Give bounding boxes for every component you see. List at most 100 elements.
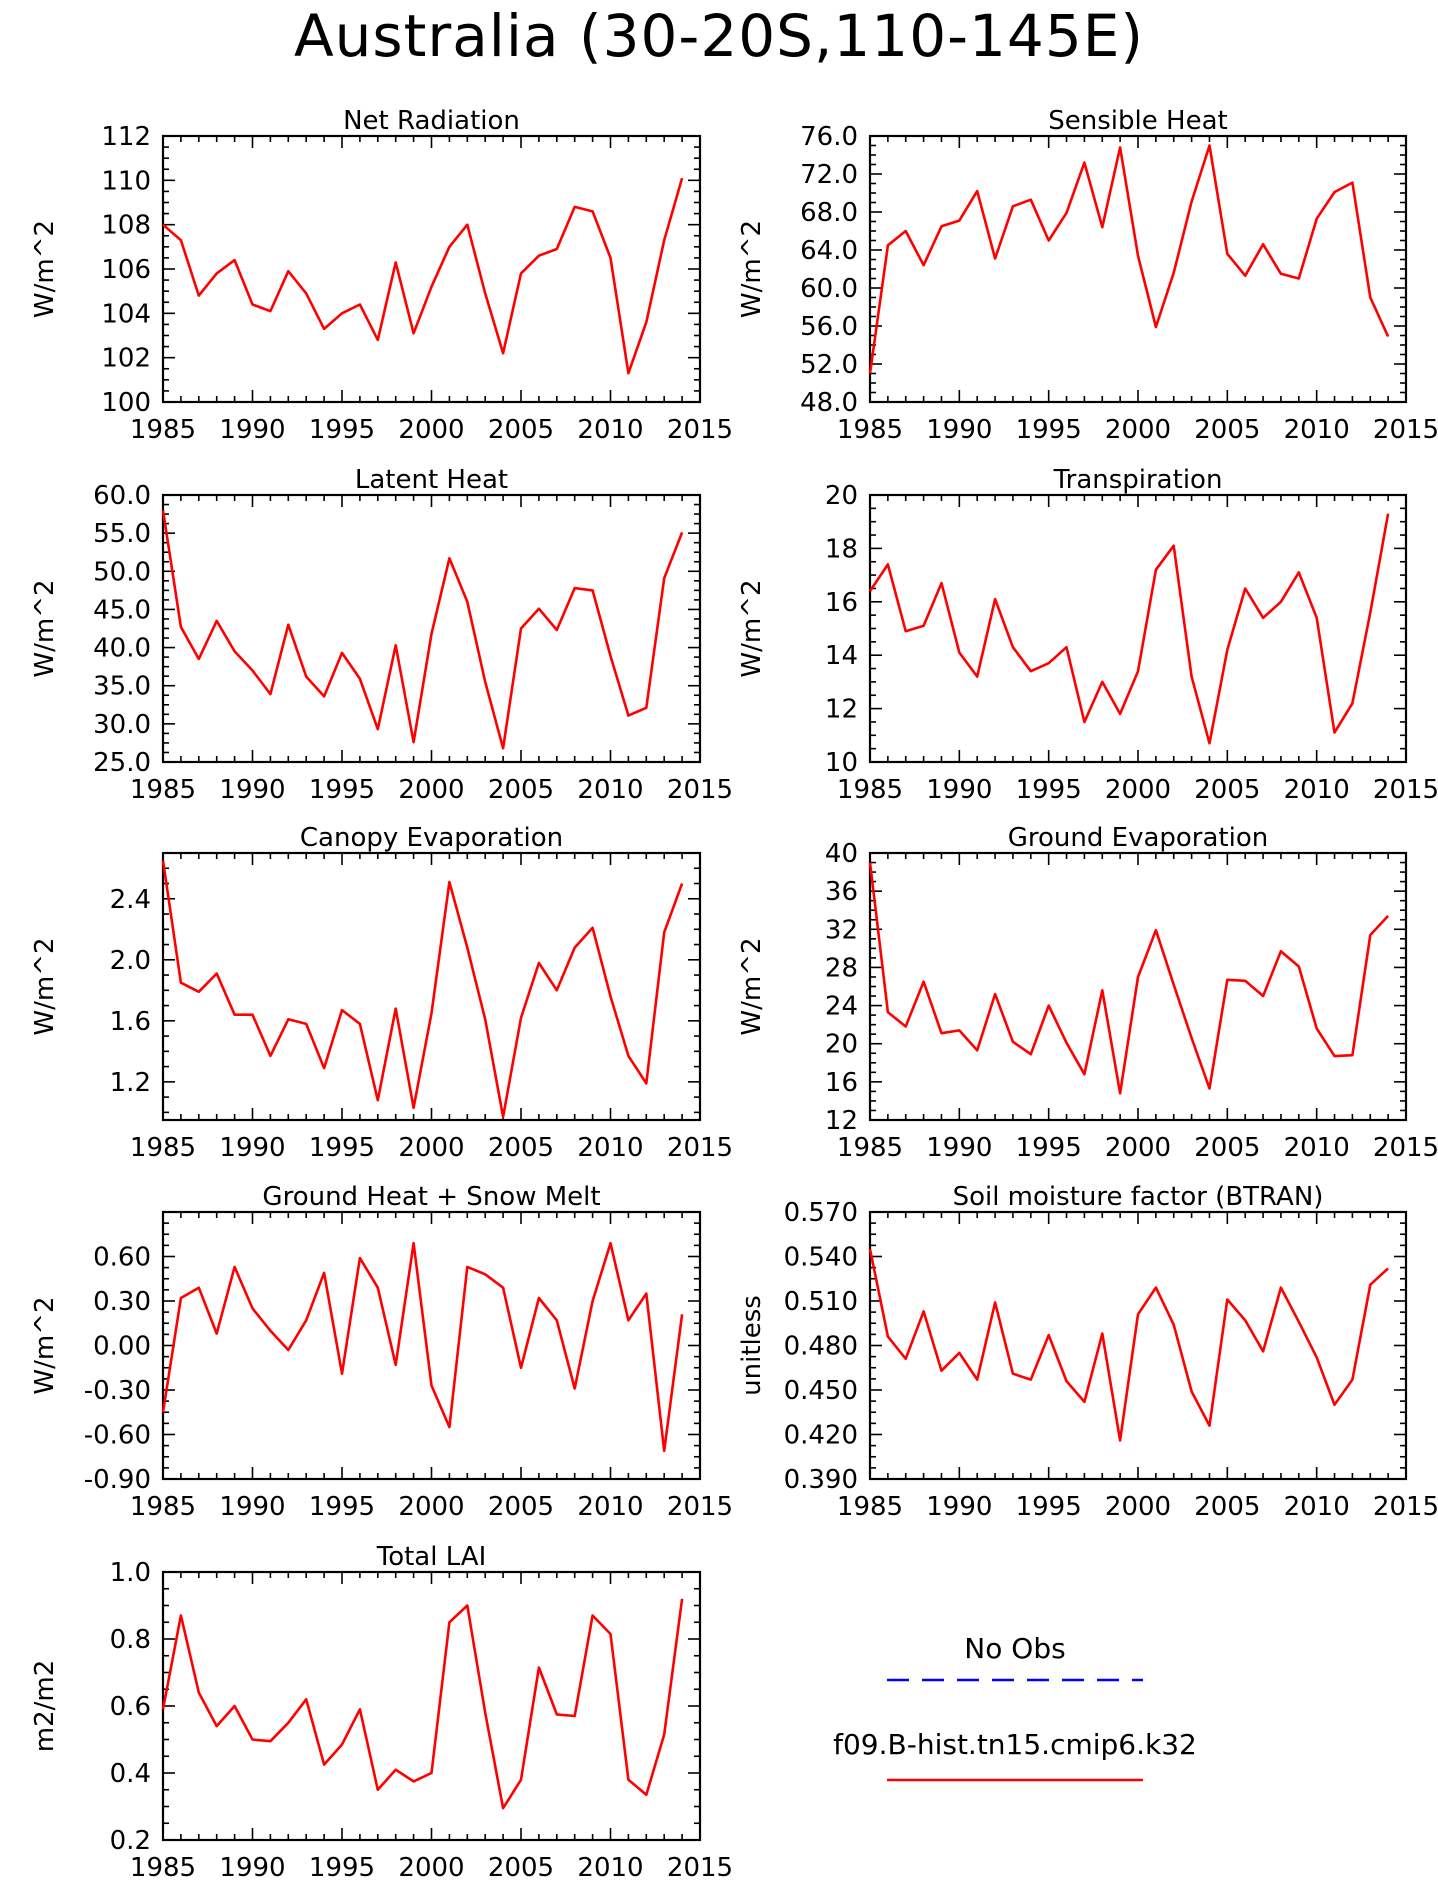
x-tick-label: 2015 bbox=[667, 775, 733, 805]
x-tick-label: 2010 bbox=[1284, 1492, 1350, 1522]
plot-frame bbox=[161, 1210, 702, 1481]
y-tick-label: 76.0 bbox=[800, 122, 858, 152]
y-tick-label: 106 bbox=[101, 255, 151, 285]
y-tick-label: 0.450 bbox=[784, 1376, 858, 1406]
x-tick-label: 1985 bbox=[130, 1492, 196, 1522]
x-tick-label: 2000 bbox=[398, 775, 464, 805]
x-tick-label: 2015 bbox=[667, 415, 733, 445]
x-tick-label: 1985 bbox=[837, 775, 903, 805]
x-tick-label: 1995 bbox=[1016, 1133, 1082, 1163]
y-tick-label: 20 bbox=[825, 481, 858, 511]
figure-title: Australia (30-20S,110-145E) bbox=[293, 2, 1145, 70]
y-tick-label: 30.0 bbox=[93, 710, 151, 740]
x-tick-label: 1990 bbox=[926, 1133, 992, 1163]
y-axis-label: W/m^2 bbox=[737, 220, 767, 318]
y-tick-label: 100 bbox=[101, 388, 151, 418]
panel-2: 1985 1990 1995 2000 2005 2010 2015 48.0 52.0 56.0… bbox=[737, 106, 1438, 445]
x-tick-label: 2015 bbox=[1373, 775, 1438, 805]
y-tick-label: 12 bbox=[825, 1106, 858, 1136]
y-tick-label: 0.390 bbox=[784, 1465, 858, 1495]
x-tick-label: 1995 bbox=[309, 1492, 375, 1522]
x-tick-label: 1985 bbox=[130, 415, 196, 445]
y-tick-label: 10 bbox=[825, 748, 858, 778]
y-tick-label: 18 bbox=[825, 534, 858, 564]
y-tick-label: 110 bbox=[101, 166, 151, 196]
y-tick-label: 35.0 bbox=[93, 672, 151, 702]
x-tick-label: 1985 bbox=[837, 1133, 903, 1163]
x-tick-label: 2000 bbox=[1105, 415, 1171, 445]
plot-frame bbox=[868, 493, 1408, 764]
panel-title: Ground Evaporation bbox=[1008, 823, 1268, 853]
x-tick-label: 1995 bbox=[309, 1133, 375, 1163]
y-tick-label: 24 bbox=[825, 992, 858, 1022]
panel-3: 1985 1990 1995 2000 2005 2010 2015 25.0 30.0 35.0… bbox=[30, 465, 733, 805]
panel-title: Canopy Evaporation bbox=[300, 823, 563, 853]
y-tick-label: 16 bbox=[825, 1068, 858, 1098]
y-tick-label: 1.6 bbox=[110, 1007, 151, 1037]
panel-9: 1985 1990 1995 2000 2005 2010 2015 0.2 0.4 0.6 0.8… bbox=[30, 1542, 733, 1883]
series-line bbox=[868, 1248, 1389, 1442]
x-tick-label: 2005 bbox=[1194, 415, 1260, 445]
y-axis-label: m2/m2 bbox=[30, 1660, 60, 1753]
plot-frame bbox=[161, 851, 702, 1122]
x-tick-label: 2015 bbox=[1373, 415, 1438, 445]
panels-group: 1985 1990 1995 2000 2005 2010 2015100102104106… bbox=[30, 106, 1438, 1883]
y-tick-label: 0.570 bbox=[784, 1198, 858, 1228]
y-tick-label: 55.0 bbox=[93, 519, 151, 549]
series-line bbox=[161, 1241, 684, 1453]
x-tick-label: 2010 bbox=[1284, 775, 1350, 805]
y-tick-label: 68.0 bbox=[800, 198, 858, 228]
y-axis-label: W/m^2 bbox=[737, 579, 767, 677]
plot-frame bbox=[868, 851, 1408, 1122]
x-tick-label: 1995 bbox=[309, 415, 375, 445]
x-tick-label: 1990 bbox=[219, 1133, 285, 1163]
y-axis-label: W/m^2 bbox=[737, 937, 767, 1035]
y-tick-label: 60.0 bbox=[800, 274, 858, 304]
y-tick-label: 36 bbox=[825, 877, 858, 907]
legend-obs-label: No Obs bbox=[964, 1632, 1066, 1665]
y-tick-label: 12 bbox=[825, 695, 858, 725]
panel-title: Transpiration bbox=[1053, 465, 1223, 495]
y-tick-label: 0.30 bbox=[93, 1287, 151, 1317]
legend-model-label: f09.B-hist.tn15.cmip6.k32 bbox=[833, 1728, 1197, 1761]
y-tick-label: 0.510 bbox=[784, 1287, 858, 1317]
y-tick-label: 108 bbox=[101, 211, 151, 241]
y-tick-label: 25.0 bbox=[93, 748, 151, 778]
y-tick-label: 0.8 bbox=[110, 1625, 151, 1655]
y-tick-label: 0.2 bbox=[110, 1826, 151, 1856]
panel-8: 1985 1990 1995 2000 2005 2010 2015 0.390 0.420 0.… bbox=[737, 1182, 1438, 1522]
y-tick-label: -0.60 bbox=[84, 1421, 151, 1451]
x-tick-label: 2015 bbox=[667, 1133, 733, 1163]
x-tick-label: 1990 bbox=[219, 775, 285, 805]
x-tick-label: 1990 bbox=[219, 415, 285, 445]
x-tick-label: 2000 bbox=[398, 1492, 464, 1522]
y-tick-label: 45.0 bbox=[93, 595, 151, 625]
x-tick-label: 2005 bbox=[488, 415, 554, 445]
x-tick-label: 2010 bbox=[577, 775, 643, 805]
x-tick-label: 2005 bbox=[488, 1853, 554, 1883]
panel-7: 1985 1990 1995 2000 2005 2010 2015 -0.90 -0.60 -0… bbox=[30, 1182, 733, 1522]
y-tick-label: 1.2 bbox=[110, 1068, 151, 1098]
x-tick-label: 1990 bbox=[926, 415, 992, 445]
y-tick-label: -0.30 bbox=[84, 1376, 151, 1406]
x-tick-label: 2010 bbox=[577, 1492, 643, 1522]
x-tick-label: 1995 bbox=[309, 775, 375, 805]
x-tick-label: 1985 bbox=[837, 1492, 903, 1522]
x-tick-label: 2000 bbox=[1105, 1492, 1171, 1522]
x-tick-label: 2015 bbox=[1373, 1133, 1438, 1163]
panel-title: Sensible Heat bbox=[1048, 106, 1227, 136]
x-tick-label: 2010 bbox=[1284, 1133, 1350, 1163]
x-tick-label: 2010 bbox=[577, 415, 643, 445]
series-line bbox=[161, 510, 684, 750]
panel-title: Total LAI bbox=[376, 1542, 487, 1572]
plot-frame bbox=[868, 1210, 1408, 1481]
y-tick-label: 0.540 bbox=[784, 1243, 858, 1273]
x-tick-label: 2005 bbox=[488, 1492, 554, 1522]
y-tick-label: 112 bbox=[101, 122, 151, 152]
x-tick-label: 2010 bbox=[1284, 415, 1350, 445]
x-tick-label: 2005 bbox=[488, 1133, 554, 1163]
y-tick-label: 0.420 bbox=[784, 1421, 858, 1451]
x-tick-label: 1990 bbox=[219, 1492, 285, 1522]
panel-title: Net Radiation bbox=[343, 106, 520, 136]
